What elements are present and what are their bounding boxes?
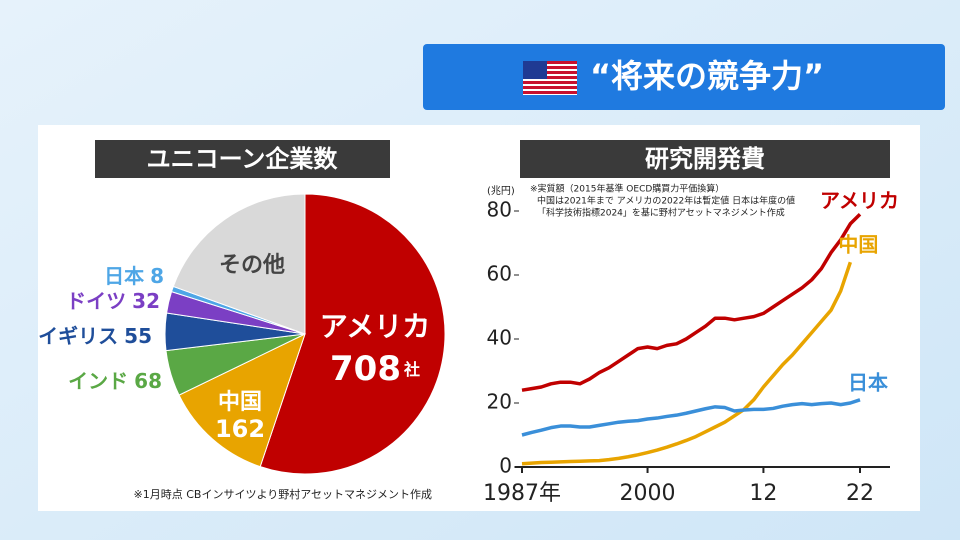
- y-axis-label: (兆円): [487, 185, 515, 197]
- pie-value: 162: [215, 415, 265, 443]
- pie-slice: [172, 193, 306, 335]
- pie-label-name: ドイツ: [66, 289, 126, 313]
- line-series: [521, 398, 861, 437]
- pie-note: ※1月時点 CBインサイツより野村アセットマネジメント作成: [134, 487, 433, 501]
- pie-label: インド 68: [68, 369, 162, 393]
- series-label: 日本: [848, 370, 888, 394]
- pie-value-number: 162: [215, 415, 265, 443]
- pie-slice: [259, 193, 446, 475]
- y-tick-label: 0: [499, 454, 512, 478]
- pie-label-value: 8: [150, 264, 164, 288]
- x-tick-label: 12: [749, 481, 777, 506]
- pie-label-name: イギリス: [38, 324, 118, 348]
- y-tick-label: 60: [487, 262, 512, 286]
- x-tick-label: 22: [846, 481, 874, 506]
- pie-value: 708 社: [330, 349, 420, 389]
- pie-value-number: 708: [330, 349, 401, 389]
- line-title: 研究開発費: [645, 145, 765, 173]
- pie-title-box: [95, 140, 390, 178]
- y-tick-label: 40: [487, 326, 512, 350]
- pie-label: アメリカ: [320, 310, 431, 343]
- y-tick-label: 20: [487, 390, 512, 414]
- pie-label-value: 68: [134, 369, 162, 393]
- pie-label-name: インド: [68, 369, 128, 393]
- pie-slice: [178, 333, 306, 468]
- line-title-box: [520, 140, 890, 178]
- pie-label-name: 日本: [104, 264, 144, 288]
- line-note: 中国は2021年まで アメリカの2022年は暫定値 日本は年度の値: [537, 195, 795, 207]
- pie-label-name: その他: [219, 253, 285, 278]
- series-label: 中国: [838, 233, 878, 257]
- banner-title: “将来の競争力”: [590, 57, 824, 95]
- pie-label-value: 55: [124, 324, 152, 348]
- pie-value-unit: 社: [403, 360, 420, 379]
- series-label: アメリカ: [820, 189, 899, 213]
- line-note: ※実質額（2015年基準 OECD購買力平価換算）: [530, 183, 724, 195]
- pie-label: その他: [219, 253, 285, 278]
- line-series: [521, 261, 853, 466]
- pie-label: ドイツ 32: [66, 289, 160, 313]
- line-series: [521, 212, 862, 392]
- line-note: 「科学技術指標2024」を基に野村アセットマネジメント作成: [537, 207, 785, 219]
- pie-label: 日本 8: [104, 264, 164, 288]
- x-tick-label: 2000: [620, 481, 676, 506]
- pie-label: イギリス 55: [38, 324, 152, 348]
- us-flag: [523, 61, 577, 95]
- y-tick-label: 80: [487, 198, 512, 222]
- x-tick-label: 1987年: [483, 481, 561, 506]
- pie-label-value: 32: [132, 289, 160, 313]
- pie-title: ユニコーン企業数: [147, 145, 339, 173]
- pie-label: 中国: [218, 390, 262, 415]
